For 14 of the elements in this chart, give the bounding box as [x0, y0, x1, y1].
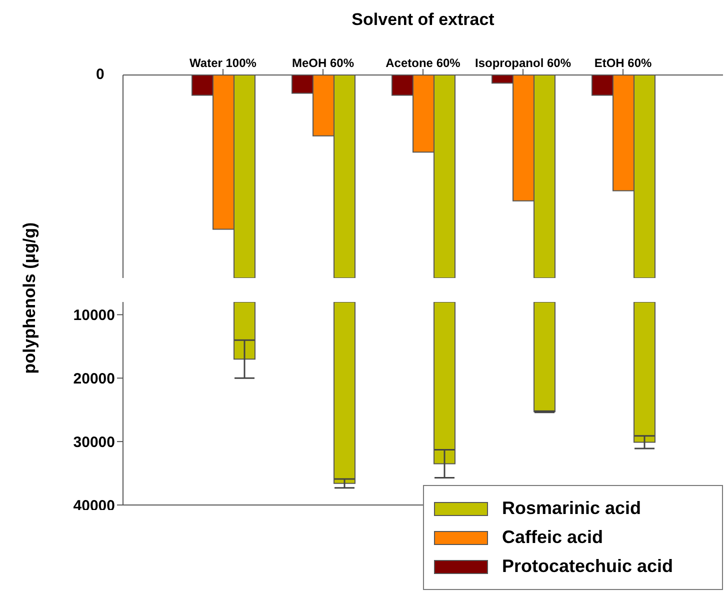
y-tick-label: 10000	[73, 307, 115, 324]
x-tick-label: MeOH 60%	[292, 56, 354, 70]
x-tick-label: Acetone 60%	[386, 56, 461, 70]
x-tick-label: Water 100%	[190, 56, 257, 70]
x-axis-title: Solvent of extract	[350, 10, 496, 30]
y-tick-label: 20000	[73, 370, 115, 388]
y-tick-label: 30000	[73, 434, 115, 451]
x-tick-label: Isopropanol 60%	[474, 56, 572, 70]
x-tick-label: EtOH 60%	[594, 56, 652, 70]
legend-label: Rosmarinic acid	[502, 498, 642, 519]
text: 0	[96, 66, 104, 83]
legend-label: Caffeic acid	[502, 527, 604, 548]
y-axis-title: polyphenols (µg/g)	[20, 222, 40, 374]
legend-label: Protocatechuic acid	[502, 556, 674, 577]
